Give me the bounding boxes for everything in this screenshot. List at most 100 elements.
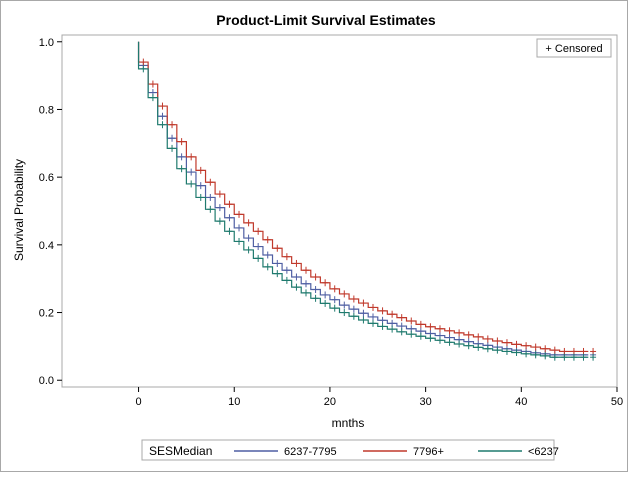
censor-mark (341, 301, 348, 309)
censor-mark (513, 340, 520, 348)
y-tick-label: 1.0 (39, 37, 54, 49)
censor-mark (350, 305, 357, 313)
x-tick-label: 20 (324, 396, 336, 408)
censored-legend-box (536, 38, 612, 58)
censor-mark (341, 309, 348, 317)
censor-mark (226, 227, 233, 235)
censor-mark (169, 134, 176, 142)
censor-mark (523, 342, 530, 350)
censor-mark (456, 329, 463, 337)
censor-mark (369, 313, 376, 321)
censor-mark (159, 102, 166, 110)
censor-mark (360, 316, 367, 324)
censor-mark (303, 289, 310, 297)
censor-mark (216, 217, 223, 225)
legend-items: 6237-7795 7796+ <6237 (234, 446, 559, 458)
censor-mark (169, 144, 176, 152)
censor-mark (436, 325, 443, 333)
censor-mark (274, 259, 281, 267)
censor-mark (379, 316, 386, 324)
censor-mark (255, 227, 262, 235)
legend-label: 7796+ (413, 446, 444, 458)
censor-mark (369, 319, 376, 327)
censor-mark (255, 243, 262, 251)
censor-mark (264, 251, 271, 259)
censor-mark (350, 295, 357, 303)
censor-mark (312, 286, 319, 294)
censor-mark (188, 168, 195, 176)
censor-mark (322, 299, 329, 307)
censor-mark (475, 333, 482, 341)
censor-mark (398, 314, 405, 322)
censor-mark (561, 353, 568, 361)
censor-mark (513, 348, 520, 356)
censor-mark (159, 112, 166, 120)
censor-mark (245, 234, 252, 242)
censor-mark (312, 294, 319, 302)
censor-mark (580, 353, 587, 361)
censor-mark (379, 307, 386, 315)
censor-mark (341, 290, 348, 298)
censor-mark (293, 283, 300, 291)
censor-mark (389, 310, 396, 318)
censor-mark (503, 347, 510, 355)
censor-mark (264, 263, 271, 271)
series-legend: SESMedian 6237-7795 7796+ <6237 (141, 439, 559, 461)
series-legend-box (141, 439, 555, 461)
censor-mark (264, 236, 271, 244)
censor-mark (427, 323, 434, 331)
censor-mark (207, 205, 214, 213)
censor-mark (484, 345, 491, 353)
censor-mark (312, 273, 319, 281)
censor-mark (322, 291, 329, 299)
censor-mark (178, 165, 185, 173)
chart-title: Product-Limit Survival Estimates (216, 12, 436, 28)
censor-mark (331, 304, 338, 312)
x-tick-label: 0 (135, 396, 141, 408)
censor-mark (216, 190, 223, 198)
censor-mark (417, 320, 424, 328)
axes: 0 10 20 30 40 50 0.0 0.2 0.4 0.6 0.8 1.0 (39, 37, 623, 408)
censor-mark (149, 80, 156, 88)
censor-mark (293, 273, 300, 281)
censor-mark (360, 309, 367, 317)
censor-mark (274, 270, 281, 278)
censored-legend: + Censored (536, 38, 612, 58)
censor-mark (427, 334, 434, 342)
censor-mark (149, 94, 156, 102)
censor-mark (523, 350, 530, 358)
legend-label: 6237-7795 (284, 446, 337, 458)
censor-mark (475, 343, 482, 351)
censor-mark (484, 335, 491, 343)
censor-mark (207, 178, 214, 186)
censor-mark (379, 322, 386, 330)
censor-mark (188, 180, 195, 188)
censor-mark (274, 244, 281, 252)
x-tick-label: 40 (515, 396, 527, 408)
censor-mark (417, 332, 424, 340)
y-tick-label: 0.4 (39, 240, 54, 252)
censor-mark (494, 346, 501, 354)
censor-mark (322, 279, 329, 287)
censor-mark (236, 210, 243, 218)
censor-mark (245, 246, 252, 254)
censor-mark (197, 166, 204, 174)
censor-mark (389, 325, 396, 333)
censor-mark (551, 346, 558, 354)
censor-mark (408, 330, 415, 338)
censor-mark (446, 327, 453, 335)
legend-label: <6237 (528, 446, 559, 458)
censor-mark (532, 351, 539, 359)
censor-mark (503, 339, 510, 347)
y-tick-label: 0.0 (39, 375, 54, 387)
censor-mark (408, 317, 415, 325)
series-layer (137, 41, 597, 361)
x-tick-label: 10 (228, 396, 240, 408)
x-tick-label: 50 (611, 396, 623, 408)
censor-mark (226, 200, 233, 208)
censor-mark (436, 336, 443, 344)
censor-mark (303, 280, 310, 288)
censor-mark (350, 312, 357, 320)
